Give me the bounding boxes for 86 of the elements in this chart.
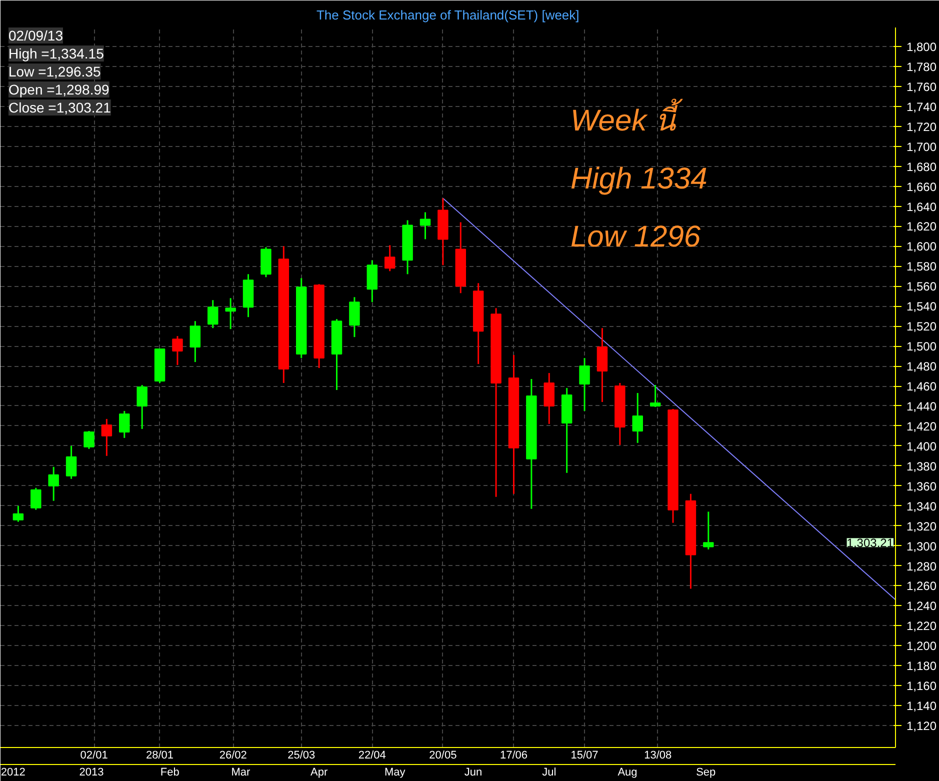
candlestick bbox=[190, 320, 201, 363]
candlestick bbox=[48, 466, 59, 502]
y-tick-label: 1,260 bbox=[906, 579, 937, 594]
annotation: Week นี้ bbox=[570, 98, 683, 138]
y-tick-label: 1,720 bbox=[906, 120, 937, 134]
y-tick-label: 1,240 bbox=[906, 599, 937, 614]
x2-tick-label: Sep bbox=[696, 766, 716, 778]
x-tick-label: 20/05 bbox=[429, 750, 457, 762]
candlestick bbox=[650, 384, 661, 408]
y-tick-label: 1,180 bbox=[906, 659, 937, 674]
x-tick-label: 15/07 bbox=[570, 750, 598, 762]
candlestick bbox=[225, 297, 236, 330]
candlestick bbox=[544, 372, 554, 425]
x2-tick-label: May bbox=[384, 766, 406, 778]
candlestick bbox=[66, 445, 77, 480]
candlestick bbox=[596, 327, 608, 403]
y-tick-label: 1,140 bbox=[906, 699, 937, 714]
x-tick-label: 26/02 bbox=[219, 750, 247, 762]
candlestick bbox=[12, 505, 24, 523]
x-tick-label: 17/06 bbox=[500, 750, 528, 762]
x2-tick-label: Apr bbox=[310, 766, 328, 778]
annotation: Low 1296 bbox=[570, 220, 701, 254]
chart-title: The Stock Exchange of Thailand(SET) [week] bbox=[316, 8, 580, 22]
y-tick-label: 1,800 bbox=[906, 40, 937, 54]
annotation: Close =1,303.21 bbox=[8, 100, 112, 116]
candlestick bbox=[101, 418, 112, 457]
candlestick bbox=[30, 487, 42, 511]
annotation: 02/09/13 bbox=[8, 28, 64, 44]
x-tick-label: 28/01 bbox=[146, 750, 174, 762]
y-tick-label: 1,460 bbox=[906, 380, 937, 394]
x2-tick-label: 2012 bbox=[0, 766, 26, 778]
annotation: 1,303.21 bbox=[846, 536, 894, 550]
y-tick-label: 1,380 bbox=[906, 459, 937, 474]
y-tick-label: 1,700 bbox=[906, 140, 937, 154]
x-tick-label: 02/01 bbox=[80, 750, 108, 762]
y-tick-label: 1,640 bbox=[906, 200, 937, 214]
candlestick bbox=[366, 259, 378, 303]
x-tick-label: 25/03 bbox=[288, 750, 316, 762]
candlestick bbox=[632, 392, 643, 444]
candlestick bbox=[349, 296, 360, 338]
candlestick bbox=[136, 384, 148, 430]
y-tick-label: 1,440 bbox=[906, 399, 937, 414]
y-tick-label: 1,300 bbox=[906, 539, 937, 554]
annotation: High =1,334.15 bbox=[8, 46, 104, 62]
candlestick bbox=[84, 430, 94, 450]
candlestick bbox=[703, 510, 714, 550]
x2-tick-label: Aug bbox=[618, 766, 638, 778]
y-tick-label: 1,780 bbox=[906, 60, 937, 74]
y-tick-label: 1,480 bbox=[906, 360, 937, 374]
y-tick-label: 1,160 bbox=[906, 679, 937, 694]
candlestick bbox=[172, 335, 183, 366]
x2-tick-label: Feb bbox=[160, 766, 180, 778]
x-tick-label: 22/04 bbox=[358, 750, 386, 762]
y-tick-label: 1,600 bbox=[906, 240, 937, 254]
y-tick-label: 1,280 bbox=[906, 559, 937, 574]
y-tick-label: 1,340 bbox=[906, 499, 937, 514]
candlestick bbox=[384, 244, 396, 272]
y-tick-label: 1,220 bbox=[906, 619, 937, 634]
x-tick-label: 13/08 bbox=[644, 750, 672, 762]
y-tick-label: 1,740 bbox=[906, 100, 937, 114]
annotation: Open =1,298.99 bbox=[8, 82, 110, 98]
candlestick bbox=[420, 211, 431, 240]
x2-tick-label: Mar bbox=[231, 766, 250, 778]
x2-tick-label: Jul bbox=[542, 766, 556, 778]
y-tick-label: 1,420 bbox=[906, 419, 937, 434]
y-tick-label: 1,560 bbox=[906, 280, 937, 294]
y-tick-label: 1,540 bbox=[906, 300, 937, 314]
candlestick bbox=[208, 299, 218, 329]
y-tick-label: 1,120 bbox=[906, 719, 937, 734]
annotation: High 1334 bbox=[570, 162, 708, 196]
y-tick-label: 1,500 bbox=[906, 340, 937, 354]
y-tick-label: 1,200 bbox=[906, 639, 937, 654]
y-tick-label: 1,580 bbox=[906, 260, 937, 274]
y-tick-label: 1,360 bbox=[906, 479, 937, 494]
y-tick-label: 1,660 bbox=[906, 180, 937, 194]
y-tick-label: 1,680 bbox=[906, 160, 937, 174]
y-tick-label: 1,320 bbox=[906, 519, 937, 534]
y-tick-label: 1,520 bbox=[906, 320, 937, 334]
candlestick bbox=[579, 357, 590, 412]
y-tick-label: 1,760 bbox=[906, 80, 937, 94]
x2-tick-label: Jun bbox=[464, 766, 482, 778]
candlestick bbox=[119, 410, 130, 439]
annotation: Low =1,296.35 bbox=[8, 64, 101, 80]
y-tick-label: 1,620 bbox=[906, 220, 937, 234]
x2-tick-label: 2013 bbox=[79, 766, 104, 778]
y-tick-label: 1,400 bbox=[906, 439, 937, 454]
